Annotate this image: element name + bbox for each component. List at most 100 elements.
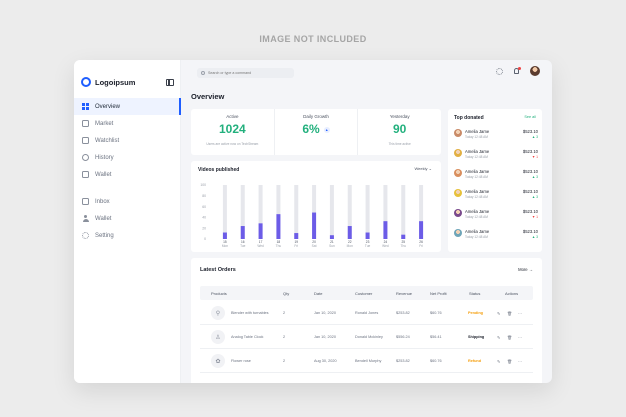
videos-published-card: Videos published Weekly ⌄ 100 80 60 40 20 0 15…: [191, 161, 441, 252]
donor-row[interactable]: Amelia Jame Today 12:48 AM $523.10 ▼ 1: [454, 147, 538, 161]
edit-icon[interactable]: ✎: [497, 311, 501, 316]
see-all-link[interactable]: See all: [524, 115, 536, 119]
videos-title: Videos published: [198, 167, 240, 173]
bar[interactable]: [329, 235, 334, 239]
sidebar-item-watchlist[interactable]: Watchlist: [74, 132, 181, 149]
more-icon[interactable]: ⋯: [518, 335, 522, 340]
sidebar-collapse-icon[interactable]: [166, 79, 174, 86]
bar-track: [294, 185, 299, 239]
user-icon: [82, 215, 89, 222]
donor-avatar: [454, 189, 462, 197]
x-tick-label: Mon: [347, 244, 353, 248]
donor-date: Today 12:48 AM: [465, 175, 488, 179]
donor-date: Today 12:48 AM: [465, 215, 488, 219]
sidebar-item-market[interactable]: Market: [74, 115, 181, 132]
wallet-icon: [82, 171, 89, 178]
delete-icon[interactable]: 🗑: [507, 311, 513, 316]
donor-delta: ▼ 1: [531, 215, 538, 219]
table-row[interactable]: ✿ Flower rose 2 Aug 30, 2020 Bendell Murphy $…: [200, 350, 533, 373]
x-tick-label: 24: [384, 240, 388, 244]
sidebar-item-wallet-2[interactable]: Wallet: [74, 210, 181, 227]
cell-qty: 2: [283, 335, 286, 339]
search-input[interactable]: [208, 71, 294, 75]
search-bar[interactable]: [197, 68, 294, 78]
delete-icon[interactable]: 🗑: [507, 359, 513, 364]
notification-dot: [518, 67, 521, 70]
donor-row[interactable]: Amelia Jame Today 12:48 AM $523.10 ▲ 3: [454, 127, 538, 141]
bar-track: [329, 185, 334, 239]
bar-track: [240, 185, 245, 239]
y-tick-label: 40: [202, 216, 206, 220]
sidebar-item-wallet[interactable]: Wallet: [74, 166, 181, 183]
table-row[interactable]: ♙ Analog Table Clock 2 Jan 10, 2020 Donald M…: [200, 326, 533, 349]
bar-track: [419, 185, 424, 239]
bar[interactable]: [401, 234, 406, 239]
bar[interactable]: [365, 232, 370, 239]
sidebar-item-setting[interactable]: Setting: [74, 227, 181, 244]
stats-card: Active 1024 Users are active now on Tech…: [191, 109, 441, 155]
edit-icon[interactable]: ✎: [497, 359, 501, 364]
more-icon[interactable]: ⋯: [518, 311, 522, 316]
stat-value-wrap: 6% ▲: [275, 122, 358, 136]
notification-bell-icon[interactable]: [514, 68, 519, 74]
bar[interactable]: [419, 221, 424, 239]
bar-track: [401, 185, 406, 239]
bar[interactable]: [276, 214, 281, 239]
bar[interactable]: [383, 221, 388, 239]
donor-row[interactable]: Amelia Jame Today 12:48 AM $523.10 ▲ 3: [454, 227, 538, 241]
donor-date: Today 12:48 AM: [465, 155, 488, 159]
period-dropdown[interactable]: Weekly ⌄: [414, 166, 432, 171]
stat-value: 1024: [218, 122, 246, 136]
edit-icon[interactable]: ✎: [497, 335, 501, 340]
product-thumbnail: ♙: [211, 330, 225, 344]
x-tick-label: 23: [366, 240, 370, 244]
delete-icon[interactable]: 🗑: [507, 335, 513, 340]
bar[interactable]: [258, 223, 263, 239]
bar[interactable]: [222, 232, 227, 239]
column-header: Status: [469, 290, 481, 296]
more-button[interactable]: More →: [518, 267, 533, 272]
donor-row[interactable]: Amelia Jame Today 12:48 AM $523.10 ▼ 1: [454, 207, 538, 221]
user-avatar[interactable]: [530, 66, 540, 76]
column-header: Products: [211, 290, 227, 296]
watermark: IMAGE NOT INCLUDED: [259, 34, 367, 44]
donor-row[interactable]: Amelia Jame Today 12:48 AM $523.10 ▲ 3: [454, 167, 538, 181]
top-donated-title: Top donated: [454, 115, 484, 121]
x-tick-label: 16: [241, 240, 245, 244]
settings-icon[interactable]: [496, 68, 503, 75]
bar-track: [258, 185, 263, 239]
status-badge: Shipping: [468, 335, 485, 339]
donor-delta: ▲ 3: [531, 135, 538, 139]
sidebar-item-overview[interactable]: Overview: [74, 98, 181, 115]
bar[interactable]: [240, 226, 245, 239]
table-row[interactable]: ⚲ Blender with turnables 2 Jan 10, 2020 Rona…: [200, 302, 533, 325]
donor-row[interactable]: Amelia Jame Today 12:48 AM $523.10 ▲ 3: [454, 187, 538, 201]
cell-date: Jan 10, 2020: [314, 335, 336, 339]
donor-date: Today 12:48 AM: [465, 135, 488, 139]
stat-active: Active 1024 Users are active now on Tech…: [191, 109, 274, 155]
bar[interactable]: [347, 226, 352, 239]
cell-customer: Donald Mckinley: [355, 335, 383, 339]
logo[interactable]: Logoipsum: [81, 77, 135, 87]
stat-label: Daily Growth: [303, 114, 329, 119]
stat-value: 90: [393, 122, 407, 136]
x-tick-label: 18: [277, 240, 281, 244]
status-badge: Pending: [468, 311, 483, 315]
sidebar-item-label: Setting: [95, 232, 114, 239]
grid-icon: [82, 103, 89, 110]
bar[interactable]: [294, 233, 299, 239]
bar[interactable]: [312, 212, 317, 239]
cell-date: Jan 10, 2020: [314, 311, 336, 315]
cell-product: Blender with turnables: [231, 311, 269, 315]
donor-name: Amelia Jame: [465, 209, 490, 214]
bar-track: [312, 185, 317, 239]
sidebar-item-history[interactable]: History: [74, 149, 181, 166]
page-title: Overview: [191, 92, 225, 101]
period-label: Weekly: [414, 166, 428, 171]
more-icon[interactable]: ⋯: [518, 359, 522, 364]
sidebar-item-inbox[interactable]: Inbox: [74, 193, 181, 210]
x-tick-label: 20: [312, 240, 316, 244]
donor-delta: ▲ 3: [531, 175, 538, 179]
cell-revenue: $253.82: [396, 311, 410, 315]
stat-sub: Users are active now on TechStream: [206, 142, 259, 146]
